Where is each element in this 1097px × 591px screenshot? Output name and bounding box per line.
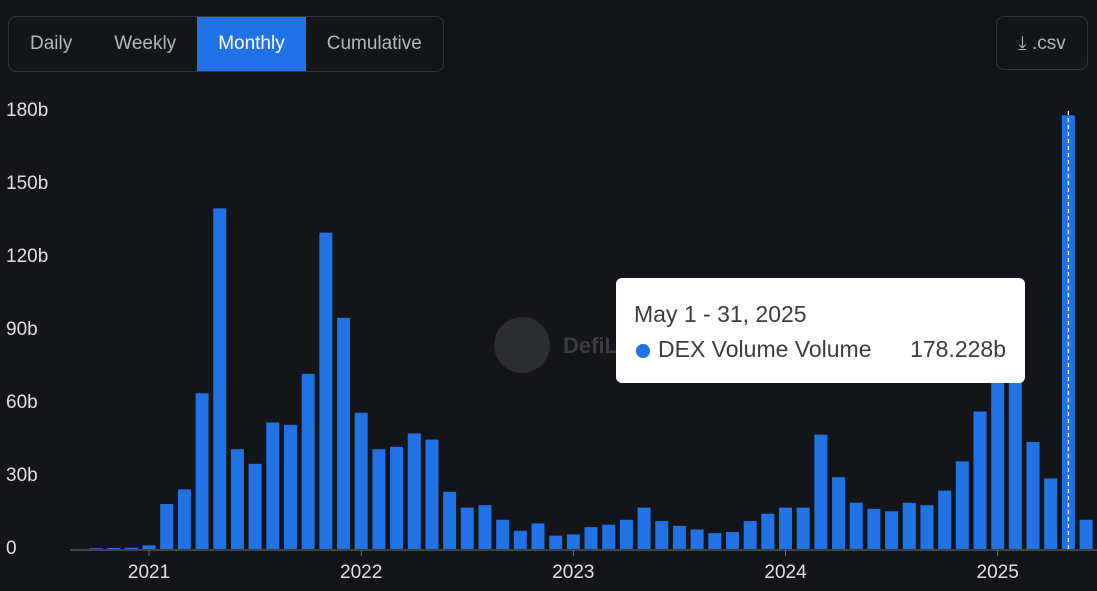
y-tick-label: 30b (6, 465, 38, 486)
bar (672, 525, 686, 549)
bar (1026, 441, 1040, 549)
tooltip-dot (636, 344, 650, 358)
csv-label: .csv (1031, 33, 1066, 54)
bar (160, 503, 174, 549)
bar (1061, 115, 1075, 550)
x-tick-label: 2022 (340, 562, 382, 583)
bar (867, 508, 881, 549)
bar (213, 208, 227, 550)
bar (902, 502, 916, 549)
interval-tabs: Daily Weekly Monthly Cumulative (8, 16, 444, 72)
bar (354, 412, 368, 549)
bar (142, 545, 156, 549)
bar (796, 507, 810, 549)
bar (602, 524, 616, 549)
bar (1044, 478, 1058, 549)
y-tick-label: 120b (6, 246, 48, 267)
tab[interactable]: Weekly (114, 33, 177, 54)
bar (266, 422, 280, 549)
tooltip-value: 178.228b (910, 336, 1006, 362)
tab[interactable]: Cumulative (326, 33, 422, 54)
x-tick-label: 2024 (764, 562, 807, 583)
y-tick-label: 60b (6, 392, 38, 413)
bar (1079, 519, 1093, 549)
bar (566, 534, 580, 549)
bar (761, 513, 775, 549)
tooltip: May 1 - 31, 2025 DEX Volume Volume 178.228… (616, 278, 1025, 383)
bar (690, 529, 704, 549)
bar (195, 393, 209, 549)
bar (655, 521, 669, 549)
bar (513, 530, 527, 549)
bar (390, 446, 404, 549)
bar (619, 519, 633, 549)
bar (89, 548, 103, 549)
bar (407, 433, 421, 549)
x-tick-label: 2023 (552, 562, 594, 583)
tab[interactable]: Monthly (197, 17, 306, 71)
y-tick-label: 0 (6, 538, 17, 559)
bar (885, 511, 899, 549)
bar (177, 489, 191, 549)
y-tick-label: 180b (6, 100, 48, 121)
bar (549, 535, 563, 549)
bar (832, 477, 846, 549)
tooltip-box (616, 278, 1025, 383)
bar (779, 507, 793, 549)
watermark-logo (494, 317, 550, 373)
bar (301, 373, 315, 549)
bar (991, 366, 1005, 549)
bar (372, 449, 386, 549)
csv-download[interactable]: ⤓ .csv (996, 16, 1088, 70)
bar (107, 548, 121, 549)
bar (637, 507, 651, 549)
bar (849, 502, 863, 549)
bar (938, 490, 952, 549)
bar (443, 491, 457, 549)
bar (725, 531, 739, 549)
bar (337, 317, 351, 549)
bar (230, 449, 244, 549)
tab[interactable]: Daily (30, 33, 73, 54)
bar (283, 424, 297, 549)
bar (814, 434, 828, 549)
bar (124, 547, 138, 549)
bar (920, 505, 934, 549)
bar (973, 411, 987, 549)
x-tick-label: 2021 (128, 562, 170, 583)
x-tick-label: 2025 (977, 562, 1019, 583)
bar (531, 523, 545, 549)
bar (248, 463, 262, 549)
bar (460, 507, 474, 549)
tooltip-series: DEX Volume Volume (658, 336, 872, 362)
bar (478, 505, 492, 549)
bar (1008, 378, 1022, 549)
bar (584, 527, 598, 549)
bar (955, 461, 969, 549)
y-tick-label: 90b (6, 319, 38, 340)
bar (496, 519, 510, 549)
tooltip-title: May 1 - 31, 2025 (634, 301, 807, 327)
bar (425, 439, 439, 549)
bar (743, 521, 757, 549)
bar (319, 232, 333, 549)
bar (708, 533, 722, 549)
y-tick-label: 150b (6, 173, 48, 194)
